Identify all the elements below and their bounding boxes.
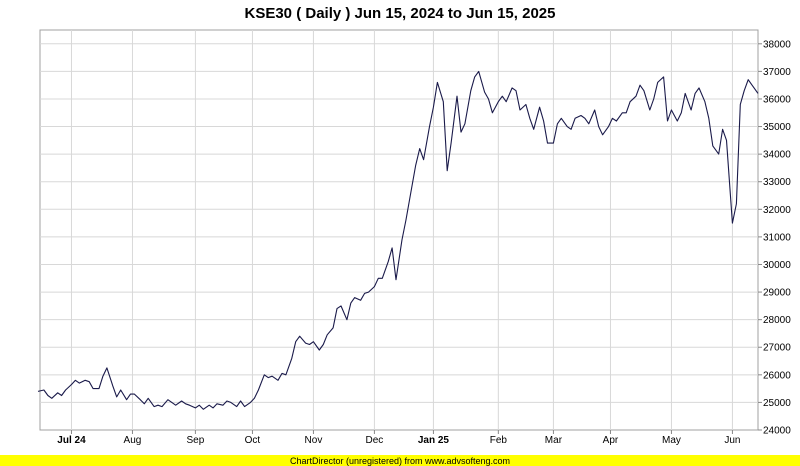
y-tick-label: 33000 [763, 177, 791, 188]
y-tick-label: 28000 [763, 315, 791, 326]
y-tick-label: 30000 [763, 260, 791, 271]
chart-title: KSE30 ( Daily ) Jun 15, 2024 to Jun 15, … [245, 5, 556, 22]
y-tick-label: 31000 [763, 232, 791, 243]
plot-area [39, 29, 759, 431]
y-tick-label: 38000 [763, 39, 791, 50]
x-tick-label: Mar [545, 435, 563, 446]
series-line [37, 70, 759, 410]
y-tick-label: 32000 [763, 205, 791, 216]
y-tick-label: 29000 [763, 288, 791, 299]
y-tick-label: 24000 [763, 426, 791, 437]
x-tick-label: Dec [366, 435, 384, 446]
footer-bar [0, 455, 800, 466]
grid [40, 30, 758, 430]
y-tick-label: 26000 [763, 370, 791, 381]
x-tick-label: Aug [124, 435, 142, 446]
x-tick-label: Jun [724, 435, 740, 446]
x-tick-label: May [662, 435, 681, 446]
y-axis: 24000 25000 26000 27000 28000 29000 30000 31000… [758, 39, 791, 437]
y-tick-label: 34000 [763, 150, 791, 161]
x-tick-label: Oct [245, 435, 261, 446]
x-tick-label: Sep [187, 435, 205, 446]
y-tick-label: 37000 [763, 67, 791, 78]
x-tick-label: Nov [305, 435, 323, 446]
series-group [37, 70, 759, 410]
x-axis: Jul 24 Aug Sep Oct Nov Dec Jan 25 Feb Mar Apr May J… [57, 430, 740, 446]
x-tick-label: Apr [603, 435, 619, 446]
y-tick-label: 36000 [763, 94, 791, 105]
footer-text: ChartDirector (unregistered) from www.ad… [290, 456, 510, 466]
y-tick-label: 25000 [763, 398, 791, 409]
y-tick-label: 27000 [763, 343, 791, 354]
y-tick-label: 35000 [763, 122, 791, 133]
x-tick-label: Feb [490, 435, 508, 446]
x-tick-label: Jan 25 [418, 435, 450, 446]
x-tick-label: Jul 24 [57, 435, 86, 446]
